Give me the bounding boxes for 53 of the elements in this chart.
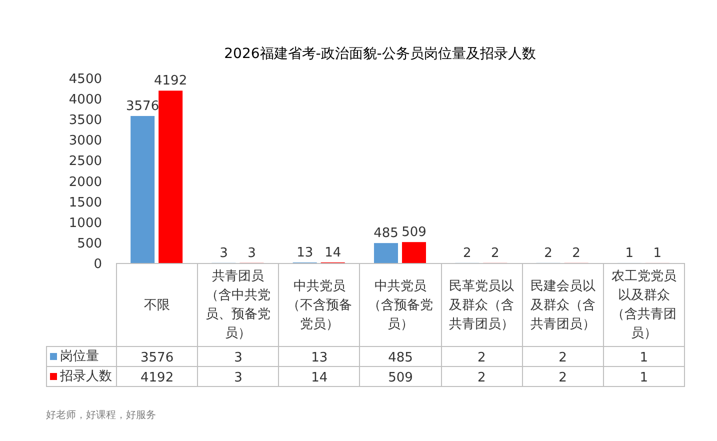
- y-tick-label: 4500: [68, 72, 102, 87]
- x-tick-label: 共青团员（含中共党员、预备党员）: [198, 264, 279, 346]
- x-tick-label: 农工党党员以及群众（含共青团员）: [603, 264, 684, 346]
- annotation: 2: [463, 246, 472, 261]
- y-tick-label: 1500: [68, 195, 102, 210]
- annotation: 2: [491, 246, 500, 261]
- legend-label: 岗位量: [46, 346, 116, 366]
- y-tick-label: 4000: [68, 92, 102, 108]
- x-tick-label: 中共党员（含预备党员）: [360, 264, 442, 346]
- y-tick-label: 2500: [68, 154, 102, 170]
- x-tick-label: 民革党员以及群众（含共青团员）: [441, 264, 522, 346]
- annotation: 3: [220, 246, 228, 261]
- data-label: 3: [234, 350, 242, 366]
- x-tick-label: 民建会员以及群众（含共青团员）: [522, 264, 604, 346]
- data-label: 1: [640, 370, 648, 386]
- data-label: 2: [558, 350, 567, 366]
- y-tick-label: 3500: [68, 113, 102, 128]
- annotation: 509: [402, 225, 426, 240]
- data-label: 1: [640, 350, 648, 366]
- x-tick-label: 中共党员（不含预备党员）: [278, 264, 360, 346]
- y-tick-label: 2000: [68, 174, 102, 190]
- annotation: 14: [324, 245, 342, 260]
- y-tick-label: 0: [94, 257, 102, 272]
- annotation: 1: [653, 246, 662, 261]
- annotation: 4192: [154, 74, 188, 89]
- bar: [374, 243, 398, 263]
- data-label: 2: [477, 370, 486, 386]
- annotation: 3: [248, 246, 256, 261]
- data-label: 14: [311, 370, 328, 386]
- x-tick-label: 不限: [116, 264, 198, 346]
- data-label: 509: [388, 370, 413, 386]
- annotation: 13: [296, 245, 314, 260]
- chart-title: 2026福建省考-政治面貌-公务员岗位量及招录人数: [224, 46, 536, 62]
- bar: [130, 116, 155, 263]
- annotation: 2: [544, 246, 552, 261]
- annotation: 3576: [126, 98, 160, 114]
- text: 好老师，好课程，好服务: [46, 409, 156, 421]
- bar: [158, 90, 183, 263]
- data-label: 3576: [140, 350, 174, 366]
- annotation: 2: [572, 246, 580, 261]
- data-label: 485: [388, 350, 413, 366]
- y-tick-label: 3000: [68, 134, 102, 149]
- data-label: 2: [558, 370, 567, 386]
- annotation: 485: [374, 226, 398, 242]
- bar: [402, 242, 426, 263]
- y-tick-label: 1000: [68, 216, 102, 231]
- data-label: 4192: [140, 370, 174, 386]
- data-label: 3: [234, 370, 242, 386]
- legend-label: 招录人数: [46, 366, 116, 386]
- annotation: 1: [625, 246, 634, 261]
- data-label: 2: [477, 350, 486, 366]
- y-tick-label: 500: [77, 236, 102, 252]
- data-label: 13: [311, 350, 328, 366]
